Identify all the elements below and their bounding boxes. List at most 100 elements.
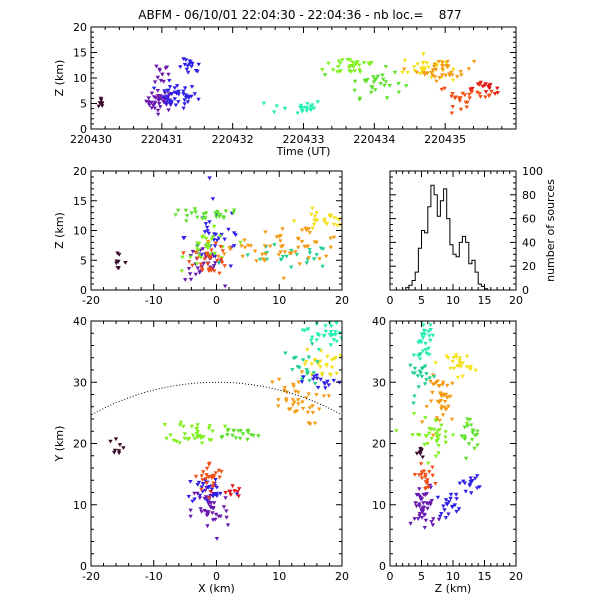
source-point-1: [155, 108, 161, 113]
source-point-7: [276, 253, 282, 257]
source-point-5: [190, 433, 196, 438]
source-point-9: [296, 237, 301, 241]
source-point-2: [182, 102, 187, 107]
source-point-1: [477, 485, 482, 489]
source-point-6: [198, 262, 204, 267]
source-point-9: [287, 251, 292, 256]
source-point-7: [324, 254, 329, 259]
source-point-9: [248, 244, 254, 248]
source-point-7: [458, 365, 464, 369]
plot-frame: [90, 170, 343, 291]
source-point-2: [181, 236, 186, 241]
source-point-8: [319, 373, 325, 378]
source-point-2: [163, 101, 169, 106]
source-point-7: [290, 403, 296, 407]
source-point-3: [430, 465, 435, 470]
source-point-5: [200, 235, 205, 240]
source-point-1: [475, 486, 480, 491]
figure-title: ABFM - 06/10/01 22:04:30 - 22:04:36 - nb…: [138, 8, 461, 22]
source-point-8: [422, 332, 427, 337]
source-point-7: [299, 228, 305, 233]
source-point-7: [307, 406, 313, 410]
source-point-5: [209, 237, 214, 242]
source-point-6: [199, 266, 205, 271]
source-point-5: [315, 100, 320, 104]
source-point-5: [469, 438, 475, 442]
source-point-1: [202, 496, 207, 501]
source-point-8: [418, 339, 423, 344]
panel-z_y: 0 5 10 15 20 0 10 20 30 40 Z (km): [372, 315, 523, 595]
y-tick-label: 0: [522, 284, 529, 297]
source-point-2: [176, 89, 181, 94]
source-point-9: [412, 366, 418, 371]
source-point-9: [424, 372, 429, 376]
source-point-9: [436, 60, 441, 64]
source-point-5: [185, 437, 190, 442]
source-point-6: [435, 399, 441, 404]
source-point-10: [467, 96, 472, 101]
source-point-3: [210, 484, 216, 489]
source-point-8: [332, 216, 337, 220]
source-point-2: [172, 86, 177, 91]
source-point-4: [216, 261, 222, 265]
source-point-5: [475, 429, 480, 434]
source-point-1: [207, 504, 213, 509]
source-point-8: [420, 61, 426, 66]
source-point-6: [338, 61, 343, 66]
source-point-6: [444, 395, 450, 400]
source-point-3: [215, 209, 220, 214]
x-tick-label: 15: [478, 294, 492, 307]
source-point-11: [322, 382, 328, 386]
source-point-1: [202, 509, 207, 513]
source-point-0: [408, 521, 413, 526]
source-point-3: [204, 481, 209, 486]
source-point-9: [419, 374, 425, 379]
source-point-1: [149, 106, 154, 110]
source-point-9: [316, 348, 322, 352]
x-tick-label: 5: [418, 570, 425, 583]
source-point-1: [183, 278, 188, 282]
source-point-9: [423, 364, 428, 369]
source-point-9: [417, 369, 422, 374]
source-point-8: [314, 211, 319, 215]
source-point-11: [325, 379, 330, 384]
source-point-0: [417, 502, 422, 507]
source-point-9: [329, 324, 334, 329]
source-point-6: [209, 248, 214, 253]
source-point-7: [296, 380, 301, 385]
source-point-7: [290, 398, 296, 402]
source-point-2: [196, 97, 201, 102]
source-point-5: [181, 424, 186, 429]
source-point-2: [442, 508, 447, 513]
source-point-7: [433, 361, 438, 366]
source-point-1: [151, 95, 157, 100]
source-point-2: [441, 504, 446, 509]
source-point-7: [446, 356, 451, 360]
source-point-7: [392, 70, 398, 75]
x-tick-label: 10: [272, 294, 286, 307]
y-tick-label: 0: [80, 284, 87, 297]
source-point-8: [411, 65, 417, 69]
source-point-4: [284, 254, 289, 259]
source-point-6: [217, 271, 222, 276]
source-point-1: [224, 515, 229, 520]
source-point-10: [417, 450, 423, 455]
source-point-0: [414, 504, 419, 509]
source-point-8: [428, 323, 433, 328]
source-point-7: [299, 239, 305, 244]
source-point-4: [158, 78, 164, 83]
source-point-5: [207, 244, 212, 249]
source-point-7: [352, 79, 358, 84]
source-point-0: [417, 487, 422, 491]
source-point-5: [238, 240, 243, 245]
source-point-7: [396, 81, 401, 86]
source-point-3: [206, 496, 211, 501]
source-point-1: [461, 479, 466, 484]
source-point-2: [437, 514, 443, 519]
source-point-8: [428, 328, 433, 332]
source-point-5: [206, 426, 212, 431]
source-point-3: [231, 208, 237, 213]
source-point-7: [310, 411, 316, 415]
source-point-7: [460, 361, 465, 366]
x-tick-label: 20: [509, 294, 523, 307]
